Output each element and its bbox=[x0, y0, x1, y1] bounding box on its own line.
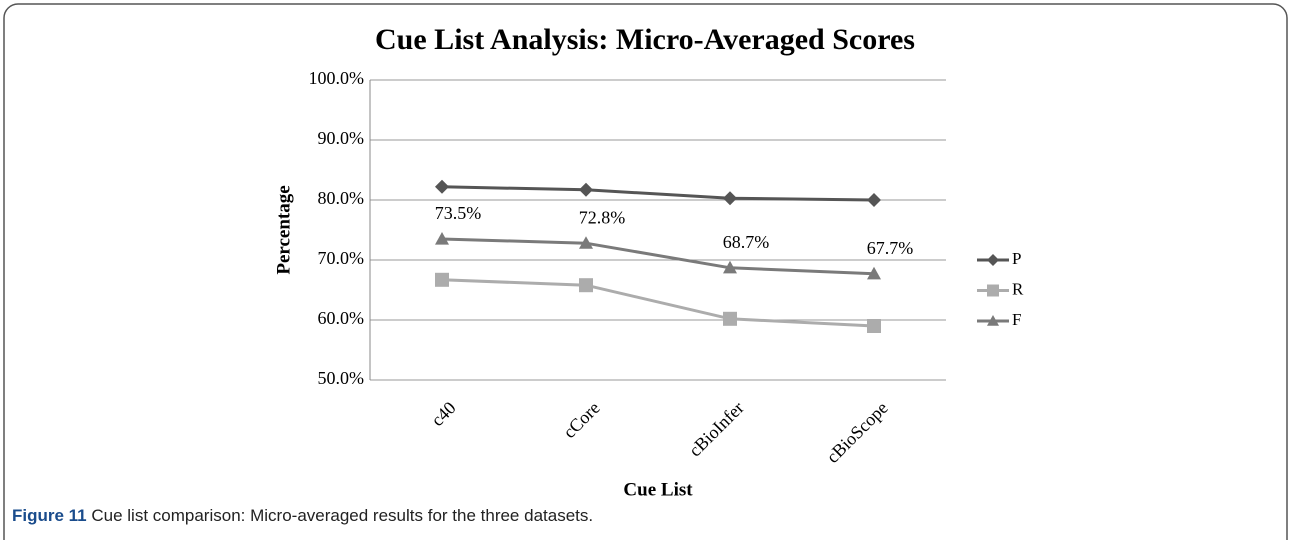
legend-label: F bbox=[1012, 310, 1021, 329]
chart-title: Cue List Analysis: Micro-Averaged Scores bbox=[375, 23, 915, 56]
data-point bbox=[723, 311, 737, 326]
x-tick-label: cBioInfer bbox=[685, 398, 748, 461]
data-point bbox=[435, 272, 449, 287]
x-tick-label: cBioScope bbox=[822, 398, 891, 467]
data-label: 73.5% bbox=[435, 203, 482, 223]
caption: Figure 11 Cue list comparison: Micro-ave… bbox=[12, 506, 593, 526]
series-line bbox=[441, 185, 875, 202]
caption-label: Figure 11 bbox=[12, 506, 87, 525]
y-tick-label: 90.0% bbox=[318, 128, 365, 148]
data-label: 67.7% bbox=[867, 238, 914, 258]
data-point bbox=[867, 319, 881, 333]
y-tick-label: 50.0% bbox=[318, 368, 365, 388]
data-label: 68.7% bbox=[723, 232, 770, 252]
y-axis-label: Percentage bbox=[273, 185, 294, 274]
data-point bbox=[579, 278, 593, 293]
x-tick-label: c40 bbox=[427, 398, 460, 431]
data-point bbox=[723, 191, 737, 206]
data-label: 72.8% bbox=[579, 207, 626, 227]
frame bbox=[3, 3, 1288, 540]
series-line bbox=[441, 278, 875, 328]
legend-marker bbox=[987, 315, 999, 326]
x-axis-label: Cue List bbox=[623, 479, 693, 500]
x-tick-label: cCore bbox=[559, 398, 604, 443]
data-point bbox=[867, 193, 881, 207]
y-tick-label: 60.0% bbox=[318, 308, 365, 328]
legend-label: P bbox=[1012, 249, 1021, 268]
data-point bbox=[435, 232, 449, 245]
caption-text: Cue list comparison: Micro-averaged resu… bbox=[91, 506, 594, 525]
data-point bbox=[867, 266, 881, 280]
y-tick-label: 80.0% bbox=[318, 188, 365, 208]
y-tick-label: 70.0% bbox=[318, 248, 365, 268]
legend-marker bbox=[987, 254, 999, 266]
y-tick-label: 100.0% bbox=[309, 68, 365, 88]
data-point bbox=[723, 260, 737, 274]
data-point bbox=[579, 182, 593, 197]
legend-marker bbox=[987, 284, 999, 297]
data-point bbox=[435, 179, 449, 194]
legend-label: R bbox=[1012, 279, 1024, 298]
series-line bbox=[441, 237, 875, 276]
data-point bbox=[579, 236, 593, 249]
